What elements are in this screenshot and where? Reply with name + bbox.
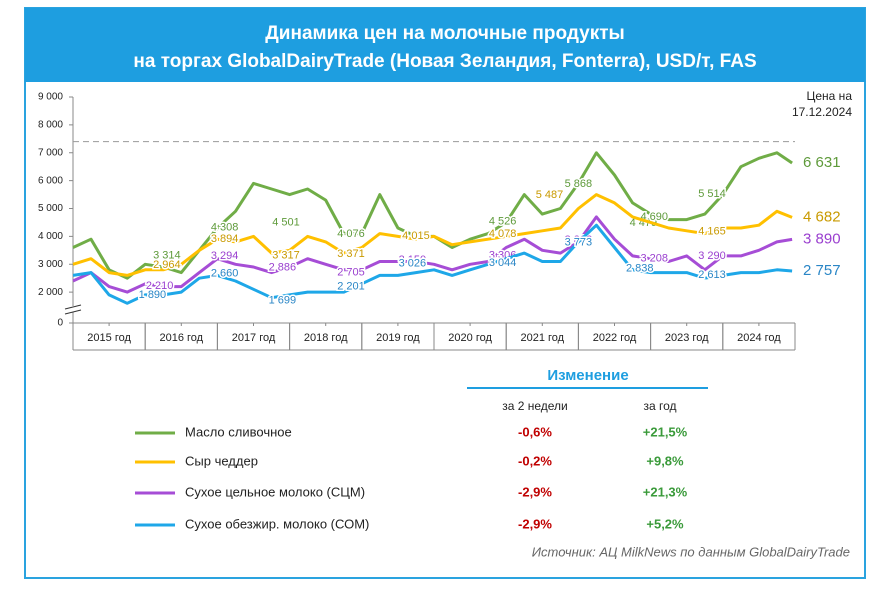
chart-title: на торгах GlobalDairyTrade (Новая Зеланд… (133, 51, 756, 72)
price-date-label: Цена на (807, 89, 853, 103)
x-tick-label: 2018 год (304, 332, 348, 344)
end-label: 2 757 (803, 262, 841, 279)
y-tick-label: 6 000 (38, 175, 63, 186)
data-label: 2 613 (698, 269, 726, 281)
data-label: 4 308 (211, 222, 239, 234)
legend-label: Масло сливочное (185, 424, 292, 439)
data-label: 4 165 (698, 226, 726, 238)
column-header: за год (643, 399, 676, 413)
data-label: 4 076 (337, 228, 365, 240)
data-label: 2 210 (146, 280, 174, 292)
x-tick-label: 2016 год (160, 332, 204, 344)
y-tick-label: 2 000 (38, 287, 63, 298)
data-label: 3 150 (399, 254, 427, 266)
change-value: -0,2% (518, 453, 552, 468)
change-value: -2,9% (518, 516, 552, 531)
axis-break (64, 309, 82, 315)
data-label: 2 660 (211, 268, 239, 280)
data-label: 4 015 (402, 230, 430, 242)
y-tick-label: 5 000 (38, 203, 63, 214)
y-tick-label: 9 000 (38, 92, 63, 103)
data-label: 3 894 (211, 233, 239, 245)
price-date-label: 17.12.2024 (792, 105, 852, 119)
x-tick-label: 2024 год (737, 332, 781, 344)
legend-label: Сыр чеддер (185, 453, 258, 468)
data-label: 4 501 (272, 216, 300, 228)
y-tick-label: 3 000 (38, 259, 63, 270)
series-line (72, 215, 793, 294)
end-label: 6 631 (803, 154, 841, 171)
data-label: 5 868 (565, 178, 593, 190)
legend-label: Сухое цельное молоко (СЦМ) (185, 484, 365, 499)
data-label: 3 314 (153, 249, 181, 261)
table-title: Изменение (547, 367, 628, 384)
data-label: 3 290 (698, 250, 726, 262)
data-label: 2 838 (626, 263, 654, 275)
header-band (25, 8, 865, 82)
axis-break-gap (65, 306, 81, 312)
y-tick-label: 7 000 (38, 147, 63, 158)
column-header: за 2 недели (502, 399, 568, 413)
data-label: 3 317 (272, 249, 300, 261)
frame (24, 7, 866, 579)
data-label: 1 699 (269, 294, 297, 306)
change-value: +21,3% (643, 484, 688, 499)
data-label: 3 026 (399, 257, 427, 269)
data-label: 3 773 (565, 237, 593, 249)
x-tick-label: 2015 год (87, 332, 131, 344)
data-label: 1 890 (139, 289, 167, 301)
x-tick-label: 2022 год (593, 332, 637, 344)
data-label: 3 371 (337, 248, 365, 260)
data-label: 3 044 (489, 257, 517, 269)
x-tick-label: 2023 год (665, 332, 709, 344)
data-label: 5 514 (698, 188, 726, 200)
data-label: 2 705 (337, 266, 365, 278)
data-label: 4 078 (489, 228, 517, 240)
change-value: -0,6% (518, 424, 552, 439)
data-label: 3 208 (640, 252, 668, 264)
data-label: 4 526 (489, 216, 517, 228)
chart-title: Динамика цен на молочные продукты (265, 23, 624, 44)
x-tick-label: 2021 год (521, 332, 565, 344)
end-label: 3 890 (803, 230, 841, 247)
y-tick-label: 4 000 (38, 231, 63, 242)
change-value: +9,8% (646, 453, 684, 468)
source: Источник: АЦ MilkNews по данным GlobalDa… (532, 544, 850, 559)
x-tick-label: 2019 год (376, 332, 420, 344)
data-label: 2 201 (337, 280, 365, 292)
x-tick-label: 2017 год (232, 332, 276, 344)
legend-label: Сухое обезжир. молоко (СОМ) (185, 516, 369, 531)
change-value: -2,9% (518, 484, 552, 499)
end-label: 4 682 (803, 208, 841, 225)
data-label: 5 487 (536, 189, 564, 201)
y-tick-label: 0 (57, 318, 63, 329)
change-value: +21,5% (643, 424, 688, 439)
change-value: +5,2% (646, 516, 684, 531)
y-tick-label: 8 000 (38, 120, 63, 131)
data-label: 3 294 (211, 250, 239, 262)
series-line (72, 223, 793, 305)
x-tick-label: 2020 год (448, 332, 492, 344)
axis-break (64, 304, 82, 310)
data-label: 2 886 (269, 261, 297, 273)
data-label: 2 964 (153, 259, 181, 271)
series-line (72, 193, 793, 277)
